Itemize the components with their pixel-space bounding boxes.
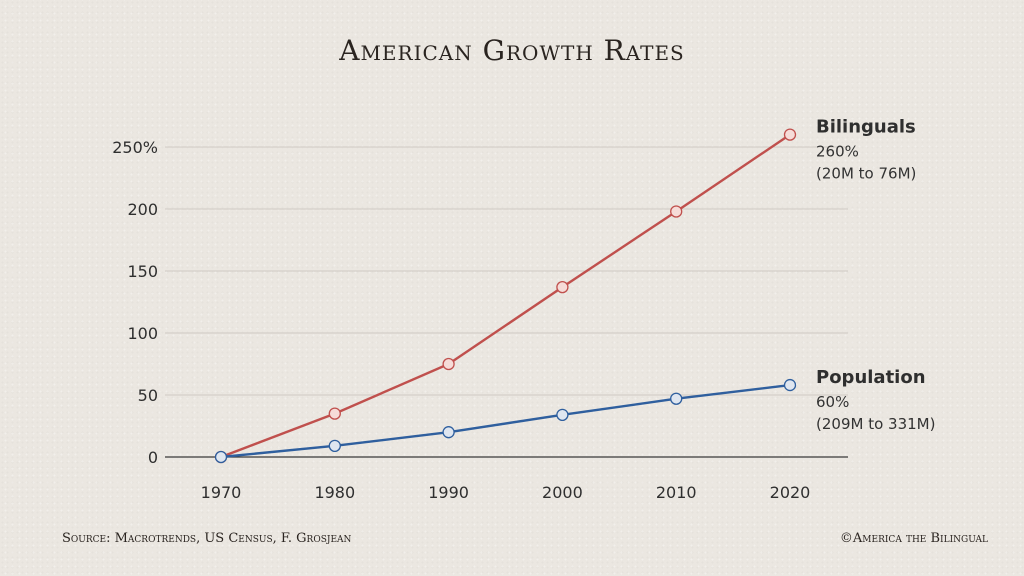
x-tick-label: 1990 bbox=[428, 483, 469, 502]
series-label-bilinguals: Bilinguals bbox=[816, 117, 916, 138]
y-tick-label: 150 bbox=[127, 262, 158, 281]
source-note: Source: Macrotrends, US Census, F. Grosj… bbox=[62, 531, 352, 546]
x-tick-label: 2000 bbox=[542, 483, 583, 502]
y-tick-label: 50 bbox=[138, 386, 158, 405]
y-tick-label: 200 bbox=[127, 200, 158, 219]
series-line-population bbox=[220, 383, 791, 459]
series-line-bilinguals bbox=[220, 133, 791, 459]
data-point bbox=[328, 439, 341, 452]
data-point bbox=[783, 128, 797, 141]
data-point bbox=[442, 426, 455, 439]
y-tick-label: 250% bbox=[112, 138, 158, 157]
grid-layer: 0 50 100 150 200 250% 1970 1980 1990 2000 2010 2020 bbox=[112, 138, 848, 502]
series-label-population: Population bbox=[816, 367, 926, 388]
y-tick-label: 0 bbox=[148, 448, 158, 467]
data-point bbox=[556, 280, 569, 294]
chart-title: American Growth Rates bbox=[338, 34, 685, 67]
data-point bbox=[783, 378, 797, 392]
x-tick-label: 1970 bbox=[201, 483, 242, 502]
series-note-line2: (209M to 331M) bbox=[816, 415, 935, 433]
series-note-line1: 260% bbox=[816, 143, 859, 161]
x-tick-label: 1980 bbox=[314, 483, 355, 502]
data-point bbox=[214, 450, 228, 464]
y-tick-label: 100 bbox=[127, 324, 158, 343]
data-point bbox=[670, 392, 683, 405]
data-point bbox=[442, 357, 455, 371]
data-point bbox=[670, 205, 683, 218]
series-note-line2: (20M to 76M) bbox=[816, 165, 916, 183]
series-layer bbox=[214, 128, 797, 464]
x-tick-label: 2010 bbox=[656, 483, 697, 502]
series-note-line1: 60% bbox=[816, 393, 849, 411]
credit-note: ©America the Bilingual bbox=[840, 531, 988, 546]
x-tick-label: 2020 bbox=[770, 483, 811, 502]
data-point bbox=[556, 408, 569, 421]
data-point bbox=[328, 407, 341, 420]
label-layer: Bilinguals 260% (20M to 76M) Population 60% (… bbox=[816, 117, 935, 433]
